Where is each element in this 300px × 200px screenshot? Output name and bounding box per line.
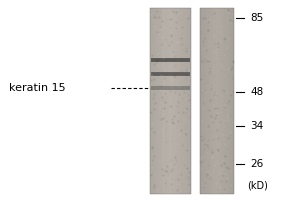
Bar <box>164 8 165 194</box>
Bar <box>156 8 157 194</box>
Bar <box>179 8 180 194</box>
Bar <box>172 8 173 194</box>
Bar <box>180 8 181 194</box>
Bar <box>230 8 231 194</box>
Bar <box>169 8 170 194</box>
Bar <box>214 8 215 194</box>
Bar <box>215 8 216 194</box>
Bar <box>188 8 189 194</box>
Bar <box>150 8 190 194</box>
Bar <box>182 8 183 194</box>
Bar <box>165 8 166 194</box>
Bar <box>152 59 188 61</box>
Bar <box>170 8 171 194</box>
Bar <box>202 8 203 194</box>
Bar <box>163 8 164 194</box>
Bar <box>205 8 206 194</box>
Bar <box>174 8 175 194</box>
Text: keratin 15: keratin 15 <box>9 83 66 93</box>
Bar <box>207 8 208 194</box>
Bar <box>181 8 182 194</box>
Bar <box>161 8 162 194</box>
Bar <box>204 8 205 194</box>
Bar <box>226 8 227 194</box>
Text: 48: 48 <box>250 87 264 97</box>
Bar <box>151 58 190 62</box>
Bar <box>203 8 204 194</box>
Bar <box>168 8 169 194</box>
Bar <box>233 8 234 194</box>
Bar <box>206 8 207 194</box>
Bar <box>217 8 218 194</box>
Bar <box>151 72 190 76</box>
Text: 85: 85 <box>250 13 264 23</box>
Bar <box>177 8 178 194</box>
Bar <box>228 8 229 194</box>
Bar <box>212 8 213 194</box>
Bar <box>154 8 155 194</box>
Bar <box>152 8 153 194</box>
Bar <box>150 8 151 194</box>
Bar <box>187 8 188 194</box>
Bar <box>175 8 176 194</box>
Bar <box>201 8 202 194</box>
Bar <box>176 8 177 194</box>
Bar <box>216 8 217 194</box>
Bar <box>158 8 159 194</box>
Bar <box>184 8 185 194</box>
Bar <box>178 8 179 194</box>
Bar <box>166 8 167 194</box>
Text: COS: COS <box>152 0 175 1</box>
Bar <box>232 8 233 194</box>
Bar <box>222 8 223 194</box>
Bar <box>200 8 234 194</box>
Bar <box>223 8 224 194</box>
Bar <box>151 86 190 90</box>
Bar <box>208 8 209 194</box>
Bar <box>185 8 186 194</box>
Text: 26: 26 <box>250 159 264 169</box>
Bar <box>155 8 156 194</box>
Bar <box>152 73 188 75</box>
Bar <box>159 8 160 194</box>
Bar <box>171 8 172 194</box>
Bar <box>225 8 226 194</box>
Bar <box>157 8 158 194</box>
Bar <box>224 8 225 194</box>
Bar <box>200 8 201 194</box>
Text: (kD): (kD) <box>248 180 268 190</box>
Bar <box>183 8 184 194</box>
Bar <box>229 8 230 194</box>
Bar <box>227 8 228 194</box>
Bar <box>209 8 210 194</box>
Bar <box>153 8 154 194</box>
Bar <box>160 8 161 194</box>
Text: 34: 34 <box>250 121 264 131</box>
Bar <box>210 8 211 194</box>
Bar <box>162 8 163 194</box>
Bar <box>221 8 222 194</box>
Bar <box>213 8 214 194</box>
Bar <box>220 8 221 194</box>
Bar <box>189 8 190 194</box>
Bar <box>231 8 232 194</box>
Bar <box>219 8 220 194</box>
Bar <box>173 8 174 194</box>
Bar <box>218 8 219 194</box>
